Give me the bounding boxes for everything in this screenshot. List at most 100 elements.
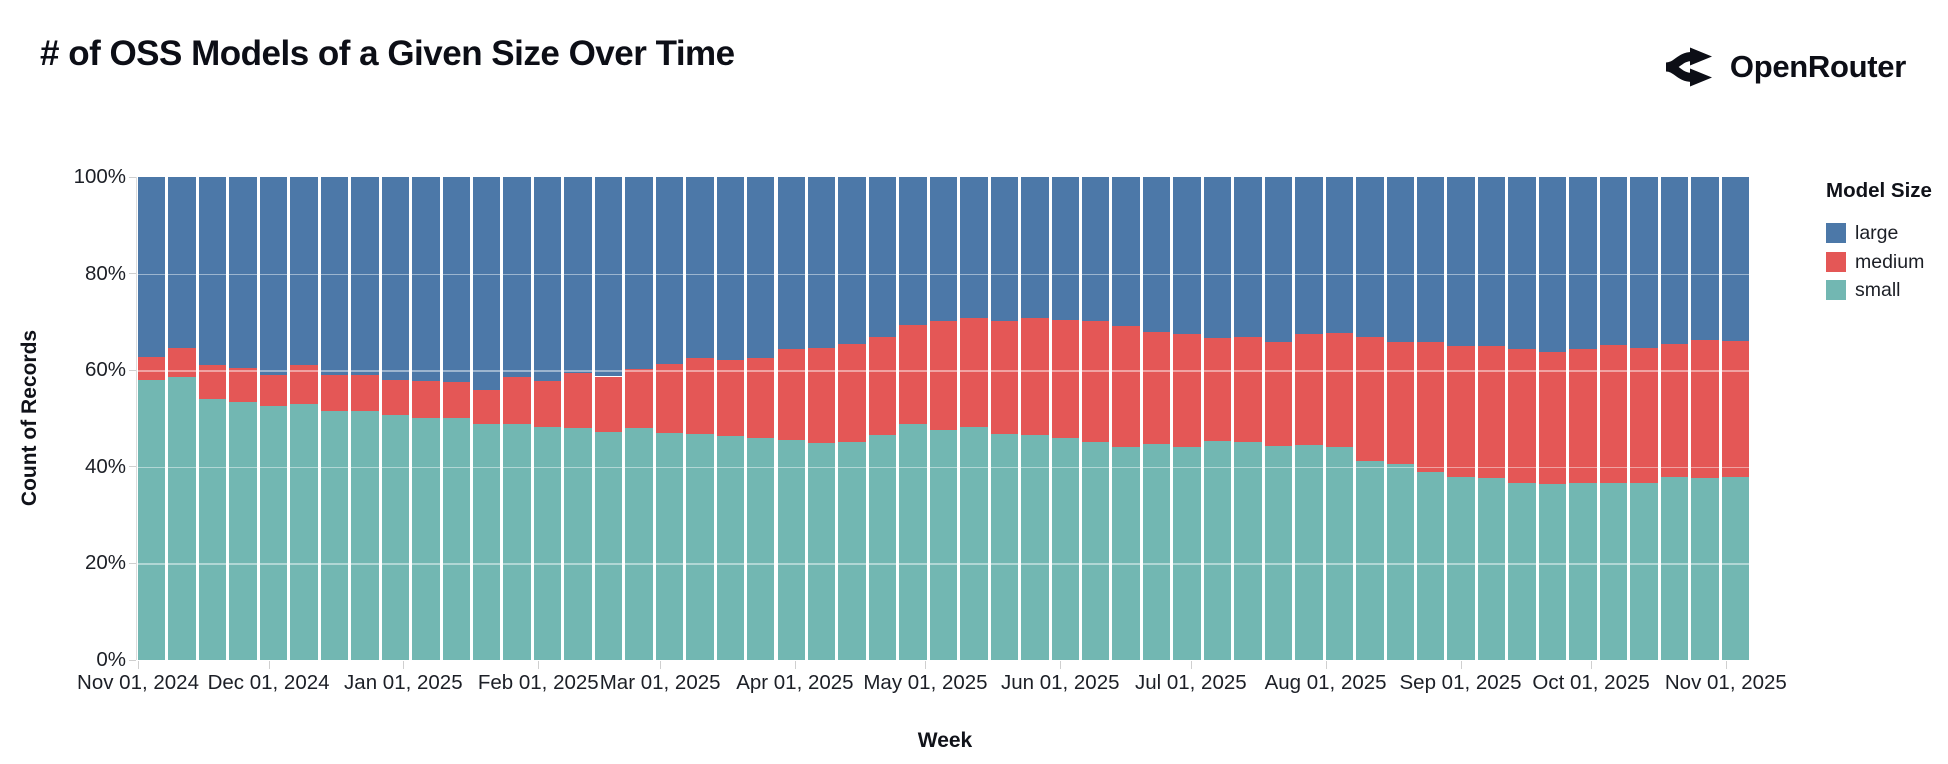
bar-segment-medium[interactable] (1295, 334, 1323, 445)
bar-segment-medium[interactable] (503, 377, 531, 425)
bar-segment-large[interactable] (1660, 177, 1689, 345)
bar-segment-small[interactable] (168, 377, 196, 660)
bar-segment-small[interactable] (686, 434, 714, 660)
bar-segment-large[interactable] (1721, 177, 1749, 342)
bar-segment-small[interactable] (868, 435, 897, 660)
bar-segment-small[interactable] (1325, 446, 1354, 660)
bar-segment-medium[interactable] (1447, 346, 1475, 478)
bar-segment-medium[interactable] (1599, 345, 1628, 483)
bar-segment-small[interactable] (1112, 446, 1140, 660)
bar-segment-medium[interactable] (1234, 337, 1262, 442)
bar-segment-medium[interactable] (1325, 332, 1354, 447)
bar-segment-small[interactable] (1051, 437, 1080, 660)
bar-segment-small[interactable] (1173, 446, 1201, 660)
bar-segment-small[interactable] (1264, 445, 1293, 660)
bar-segment-medium[interactable] (777, 349, 805, 440)
bar-segment-medium[interactable] (1630, 348, 1658, 483)
bar-segment-medium[interactable] (1386, 342, 1414, 465)
bar-segment-medium[interactable] (655, 364, 684, 433)
bar-segment-small[interactable] (138, 379, 166, 660)
bar-segment-small[interactable] (1599, 482, 1628, 660)
bar-segment-small[interactable] (625, 428, 653, 660)
bar-segment-small[interactable] (1203, 440, 1232, 660)
bar-segment-medium[interactable] (198, 365, 227, 400)
bar-segment-small[interactable] (1386, 464, 1414, 660)
bar-segment-large[interactable] (1508, 177, 1536, 349)
bar-segment-large[interactable] (899, 177, 927, 326)
bar-segment-large[interactable] (412, 177, 440, 382)
bar-segment-large[interactable] (686, 177, 714, 358)
bar-segment-small[interactable] (1295, 444, 1323, 660)
bar-segment-medium[interactable] (594, 376, 623, 432)
bar-segment-medium[interactable] (1477, 346, 1506, 479)
bar-segment-large[interactable] (1295, 177, 1323, 335)
bar-segment-small[interactable] (838, 441, 866, 660)
bar-segment-medium[interactable] (990, 321, 1019, 435)
bar-segment-small[interactable] (1721, 477, 1749, 660)
bar-segment-large[interactable] (1356, 177, 1384, 338)
bar-segment-medium[interactable] (1264, 342, 1293, 446)
bar-segment-medium[interactable] (290, 365, 318, 405)
bar-segment-small[interactable] (1447, 477, 1475, 660)
bar-segment-large[interactable] (1203, 177, 1232, 339)
bar-segment-large[interactable] (1447, 177, 1475, 347)
bar-segment-medium[interactable] (533, 381, 562, 427)
bar-segment-large[interactable] (1082, 177, 1110, 322)
bar-segment-small[interactable] (716, 436, 745, 660)
bar-segment-medium[interactable] (1082, 321, 1110, 442)
bar-segment-small[interactable] (351, 411, 379, 660)
bar-segment-medium[interactable] (747, 357, 775, 438)
bar-segment-small[interactable] (259, 406, 288, 660)
bar-segment-medium[interactable] (899, 325, 927, 425)
bar-segment-medium[interactable] (1051, 319, 1080, 438)
bar-segment-large[interactable] (351, 177, 379, 376)
bar-segment-small[interactable] (1417, 471, 1445, 660)
bar-segment-small[interactable] (1234, 441, 1262, 660)
bar-segment-medium[interactable] (868, 337, 897, 436)
bar-segment-medium[interactable] (1691, 340, 1719, 479)
bar-segment-medium[interactable] (1203, 338, 1232, 441)
bar-segment-medium[interactable] (960, 317, 988, 427)
bar-segment-medium[interactable] (1569, 348, 1597, 483)
bar-segment-large[interactable] (1386, 177, 1414, 343)
bar-segment-small[interactable] (1021, 435, 1049, 660)
bar-segment-small[interactable] (990, 434, 1019, 660)
bar-segment-small[interactable] (1569, 482, 1597, 660)
bar-segment-large[interactable] (1173, 177, 1201, 335)
bar-segment-medium[interactable] (168, 347, 196, 378)
bar-segment-large[interactable] (1691, 177, 1719, 341)
bar-segment-small[interactable] (1477, 478, 1506, 660)
bar-segment-large[interactable] (1477, 177, 1506, 347)
bar-segment-large[interactable] (1630, 177, 1658, 348)
bar-segment-large[interactable] (1538, 177, 1567, 352)
bar-segment-large[interactable] (381, 177, 410, 380)
bar-segment-medium[interactable] (412, 381, 440, 418)
bar-segment-small[interactable] (290, 404, 318, 660)
bar-segment-medium[interactable] (1356, 337, 1384, 461)
bar-segment-large[interactable] (1021, 177, 1049, 318)
bar-segment-large[interactable] (960, 177, 988, 318)
bar-segment-small[interactable] (929, 429, 958, 660)
bar-segment-large[interactable] (290, 177, 318, 366)
bar-segment-large[interactable] (838, 177, 866, 345)
bar-segment-small[interactable] (655, 432, 684, 660)
bar-segment-medium[interactable] (929, 321, 958, 430)
bar-segment-small[interactable] (320, 411, 349, 660)
bar-segment-small[interactable] (1691, 478, 1719, 660)
bar-segment-medium[interactable] (1112, 326, 1140, 447)
bar-segment-medium[interactable] (472, 389, 501, 425)
bar-segment-small[interactable] (1082, 441, 1110, 660)
bar-segment-small[interactable] (381, 415, 410, 660)
bar-segment-medium[interactable] (1142, 331, 1171, 444)
bar-segment-large[interactable] (229, 177, 257, 368)
bar-segment-medium[interactable] (1021, 317, 1049, 436)
bar-segment-large[interactable] (198, 177, 227, 366)
bar-segment-small[interactable] (747, 437, 775, 660)
bar-segment-medium[interactable] (442, 382, 470, 418)
bar-segment-medium[interactable] (1173, 334, 1201, 447)
bar-segment-large[interactable] (472, 177, 501, 390)
bar-segment-large[interactable] (1051, 177, 1080, 320)
bar-segment-large[interactable] (777, 177, 805, 350)
bar-segment-large[interactable] (1142, 177, 1171, 332)
bar-segment-large[interactable] (655, 177, 684, 365)
